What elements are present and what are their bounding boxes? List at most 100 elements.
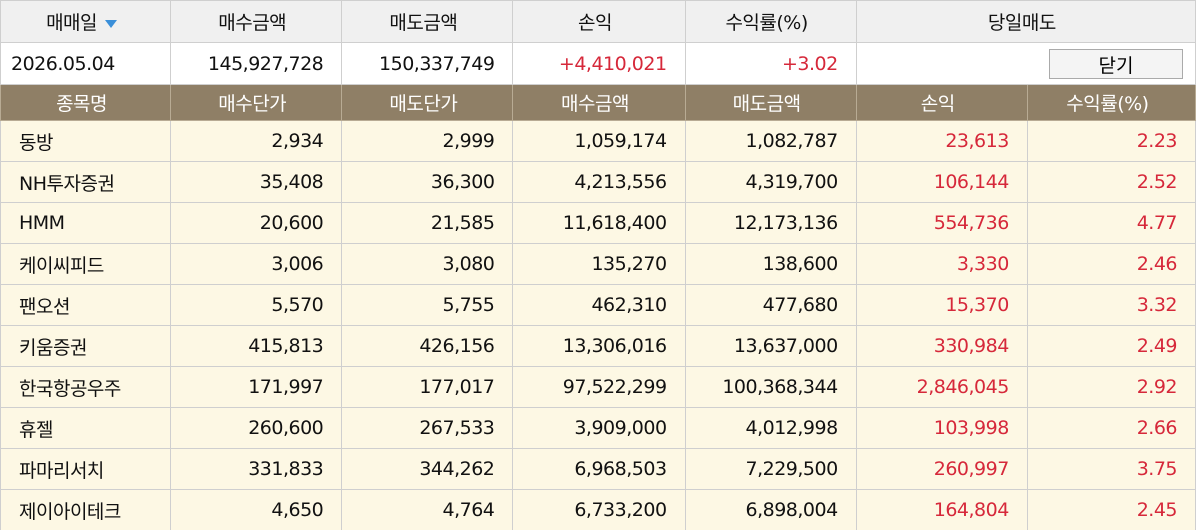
header-cell: 수익률(%) [684,0,857,43]
column-title: 매도단가 [341,84,514,121]
column-header: 종목명 매수단가 매도단가 매수금액 매도금액 손익 수익률(%) [0,84,1196,121]
data-cell: 554,736 [855,202,1028,244]
data-cell: 5,570 [170,284,343,326]
data-cell: 15,370 [855,284,1028,326]
data-cell: 3,006 [170,243,343,285]
data-cell: 103,998 [855,407,1028,449]
column-title: 수익률(%) [1026,84,1196,121]
data-cell: 462,310 [512,284,686,326]
data-cell: 260,997 [855,448,1028,490]
data-cell: 36,300 [341,161,514,203]
header-text: 매수금액 [218,12,287,34]
data-cell: 260,600 [170,407,343,449]
column-title: 매수금액 [512,84,686,121]
column-title: 매수단가 [170,84,343,121]
data-cell: 3.75 [1026,448,1196,490]
data-row: 제이아이테크 4,650 4,764 6,733,200 6,898,004 164,80… [0,489,1196,530]
header-cell: 매수금액 [170,0,343,43]
data-cell: 6,898,004 [684,489,857,530]
summary-cell: 145,927,728 [170,42,343,85]
data-cell: 330,984 [855,325,1028,367]
data-cell: 2.45 [1026,489,1196,530]
data-cell: 팬오션 [0,284,172,326]
data-cell: 100,368,344 [684,366,857,408]
data-cell: 2.52 [1026,161,1196,203]
data-cell: 1,059,174 [512,120,686,162]
data-cell: 2,999 [341,120,514,162]
data-row: 휴젤 260,600 267,533 3,909,000 4,012,998 103,99… [0,407,1196,449]
data-cell: 2.23 [1026,120,1196,162]
data-row: 동방 2,934 2,999 1,059,174 1,082,787 23,613 2.23 [0,120,1196,162]
header-text: 수익률(%) [725,12,808,34]
data-cell: 4.77 [1026,202,1196,244]
data-cell: 4,764 [341,489,514,530]
data-cell: 12,173,136 [684,202,857,244]
data-cell: NH투자증권 [0,161,172,203]
data-row: 케이씨피드 3,006 3,080 135,270 138,600 3,330 2.46 [0,243,1196,285]
data-row: 파마리서치 331,833 344,262 6,968,503 7,229,500 260… [0,448,1196,490]
data-cell: 2,846,045 [855,366,1028,408]
data-cell: 2.49 [1026,325,1196,367]
close-button[interactable]: 닫기 [1049,48,1183,79]
data-cell: 6,733,200 [512,489,686,530]
header-cell: 매매일 [0,0,172,43]
header-text: 당일매도 [987,12,1056,34]
data-row: 팬오션 5,570 5,755 462,310 477,680 15,370 3.32 [0,284,1196,326]
data-cell: 3,330 [855,243,1028,285]
data-cell: 171,997 [170,366,343,408]
header-cell: 당일매도 [855,0,1196,43]
summary-cell: +4,410,021 [512,42,686,85]
data-cell: 477,680 [684,284,857,326]
data-cell: 동방 [0,120,172,162]
data-cell: 한국항공우주 [0,366,172,408]
data-row: 키움증권 415,813 426,156 13,306,016 13,637,000 33… [0,325,1196,367]
data-cell: 2,934 [170,120,343,162]
data-cell: HMM [0,202,172,244]
data-cell: 4,213,556 [512,161,686,203]
button-cell: 닫기 [855,42,1196,85]
data-row: HMM 20,600 21,585 11,618,400 12,173,136 554,7… [0,202,1196,244]
data-cell: 13,637,000 [684,325,857,367]
data-cell: 케이씨피드 [0,243,172,285]
data-row: 한국항공우주 171,997 177,017 97,522,299 100,368,34… [0,366,1196,408]
data-cell: 제이아이테크 [0,489,172,530]
summary-header: 매매일 매수금액 매도금액 손익 수익률(%) 당일매도 [0,0,1196,43]
data-cell: 7,229,500 [684,448,857,490]
data-cell: 20,600 [170,202,343,244]
data-cell: 21,585 [341,202,514,244]
summary-cell: 150,337,749 [341,42,514,85]
data-cell: 5,755 [341,284,514,326]
data-cell: 키움증권 [0,325,172,367]
summary-cell: +3.02 [684,42,857,85]
data-cell: 106,144 [855,161,1028,203]
data-cell: 4,012,998 [684,407,857,449]
data-cell: 177,017 [341,366,514,408]
data-row: NH투자증권 35,408 36,300 4,213,556 4,319,700 106,… [0,161,1196,203]
column-title: 매도금액 [684,84,857,121]
header-text: 매매일 [46,12,98,34]
data-cell: 23,613 [855,120,1028,162]
data-cell: 파마리서치 [0,448,172,490]
data-cell: 415,813 [170,325,343,367]
data-cell: 2.92 [1026,366,1196,408]
sort-icon [105,19,118,28]
data-cell: 6,968,503 [512,448,686,490]
data-cell: 1,082,787 [684,120,857,162]
data-cell: 267,533 [341,407,514,449]
header-text: 매도금액 [389,12,458,34]
summary-cell: 2026.05.04 [0,42,172,85]
data-cell: 11,618,400 [512,202,686,244]
data-cell: 2.66 [1026,407,1196,449]
column-title: 손익 [855,84,1028,121]
data-cell: 3,080 [341,243,514,285]
data-cell: 휴젤 [0,407,172,449]
header-cell: 매도금액 [341,0,514,43]
column-title: 종목명 [0,84,172,121]
data-cell: 344,262 [341,448,514,490]
header-cell: 손익 [512,0,686,43]
data-cell: 3,909,000 [512,407,686,449]
data-cell: 4,319,700 [684,161,857,203]
